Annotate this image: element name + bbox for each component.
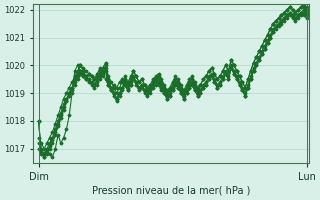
X-axis label: Pression niveau de la mer( hPa ): Pression niveau de la mer( hPa ) — [92, 186, 250, 196]
